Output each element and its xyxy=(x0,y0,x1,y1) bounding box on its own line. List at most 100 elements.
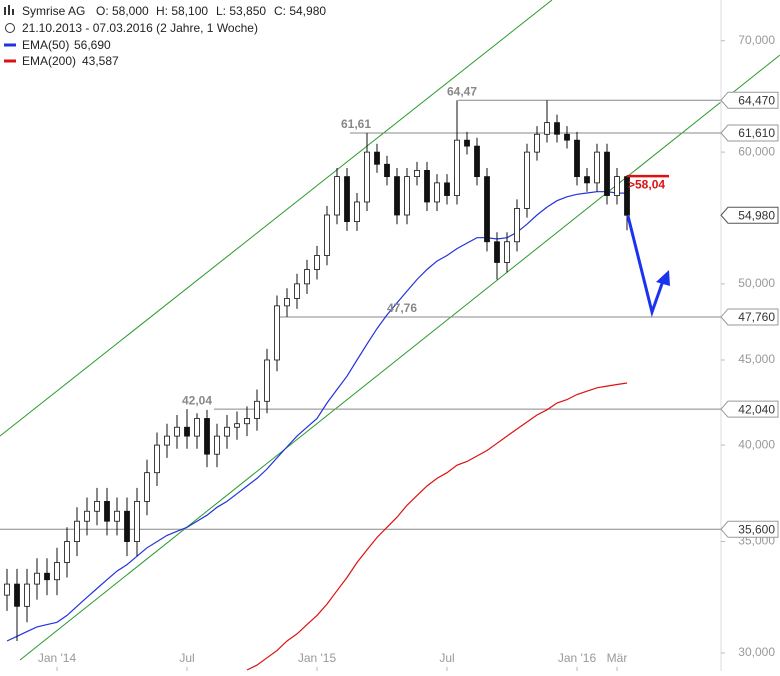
icon xyxy=(12,9,14,15)
level-label: 42,040 xyxy=(738,402,775,416)
x-tick-label: Jan '14 xyxy=(38,651,77,665)
candle-body xyxy=(324,214,330,256)
candle-body xyxy=(454,139,460,196)
candle-body xyxy=(364,151,370,203)
y-tick-label: 50,000 xyxy=(738,276,775,290)
candle-body xyxy=(534,133,540,153)
candle-body xyxy=(504,241,510,263)
quote: C: 54,980 xyxy=(274,4,326,18)
level-label: 64,470 xyxy=(738,93,775,107)
y-tick-label: 70,000 xyxy=(738,33,775,47)
last-price-box xyxy=(720,206,779,224)
icon xyxy=(8,5,10,15)
candle-body xyxy=(174,426,180,437)
candle-body xyxy=(154,444,160,474)
x-tick-label: Jan '15 xyxy=(298,651,337,665)
candle-body xyxy=(204,418,210,455)
candle-body xyxy=(474,145,480,178)
y-tick-label: 45,000 xyxy=(738,352,775,366)
forecast-arrow xyxy=(626,215,666,318)
level-label: 35,600 xyxy=(738,522,775,536)
candle-body xyxy=(54,562,60,581)
level-label: 47,760 xyxy=(738,310,775,324)
candle-body xyxy=(444,182,450,196)
candle-body xyxy=(254,400,260,419)
candle-body xyxy=(244,418,250,425)
x-tick-label: Jan '16 xyxy=(558,651,597,665)
level-note: 61,61 xyxy=(341,117,371,131)
candle-body xyxy=(44,572,50,581)
candle-body xyxy=(594,151,600,184)
candle-body xyxy=(464,139,470,147)
x-tick-label: Jul xyxy=(439,651,454,665)
candle-body xyxy=(424,170,430,203)
candle-body xyxy=(484,176,490,243)
forecast-arrowhead xyxy=(656,270,670,286)
candle-body xyxy=(124,510,130,542)
target-label: >58,04 xyxy=(628,177,665,191)
level-note: 64,47 xyxy=(447,84,477,98)
marks xyxy=(0,99,721,671)
y-tick-label: 30,000 xyxy=(738,645,775,659)
candle-body xyxy=(284,298,290,307)
level-note: 47,76 xyxy=(387,301,417,315)
level-box xyxy=(720,91,779,109)
quote: O: 58,000 xyxy=(96,4,149,18)
candle-body xyxy=(84,510,90,522)
candle-body xyxy=(194,418,200,437)
candle-body xyxy=(494,241,500,263)
legend-value: 56,690 xyxy=(74,38,111,52)
level-box xyxy=(720,124,779,142)
channel-upper xyxy=(0,0,553,437)
clock-icon xyxy=(5,23,15,33)
candle-body xyxy=(414,170,420,178)
level-box xyxy=(720,400,779,418)
candle-body xyxy=(544,122,550,135)
quote: H: 58,100 xyxy=(156,4,208,18)
candle-body xyxy=(564,133,570,141)
candle-body xyxy=(184,426,190,437)
candle-body xyxy=(34,572,40,585)
legend-name: EMA(50) xyxy=(22,38,69,52)
candle-body xyxy=(214,435,220,455)
candle-body xyxy=(574,139,580,178)
candle-body xyxy=(604,151,610,196)
candle-body xyxy=(144,472,150,502)
y-tick-label: 40,000 xyxy=(738,437,775,451)
candle-body xyxy=(104,501,110,522)
candle-body xyxy=(404,176,410,216)
legend-name: EMA(200) xyxy=(22,54,76,68)
candle-body xyxy=(134,501,140,542)
candle-body xyxy=(234,423,240,428)
candle-body xyxy=(294,283,300,299)
candle-body xyxy=(114,510,120,522)
candle-body xyxy=(304,269,310,285)
candle-body xyxy=(554,122,560,135)
candle-body xyxy=(4,583,10,596)
candle-body xyxy=(224,426,230,437)
x-tick-label: Mär xyxy=(607,651,628,665)
candle-body xyxy=(24,583,30,607)
candle-body xyxy=(164,435,170,446)
candle-body xyxy=(274,305,280,361)
candle-body xyxy=(74,520,80,542)
level-label: 61,610 xyxy=(738,126,775,140)
last-price-label: 54,980 xyxy=(738,208,775,222)
candle-body xyxy=(374,151,380,165)
candle-body xyxy=(64,541,70,563)
level-note: 42,04 xyxy=(182,393,212,407)
ema-line xyxy=(246,382,628,671)
candle-body xyxy=(354,201,360,222)
candle-body xyxy=(94,501,100,512)
level-box xyxy=(720,520,779,538)
candle-body xyxy=(384,163,390,178)
quote: L: 53,850 xyxy=(216,4,266,18)
candle-body xyxy=(14,583,20,607)
x-tick-label: Jul xyxy=(179,651,194,665)
legend-value: 43,587 xyxy=(82,54,119,68)
icon xyxy=(4,7,6,15)
candle-body xyxy=(584,176,590,184)
candle-body xyxy=(314,255,320,270)
